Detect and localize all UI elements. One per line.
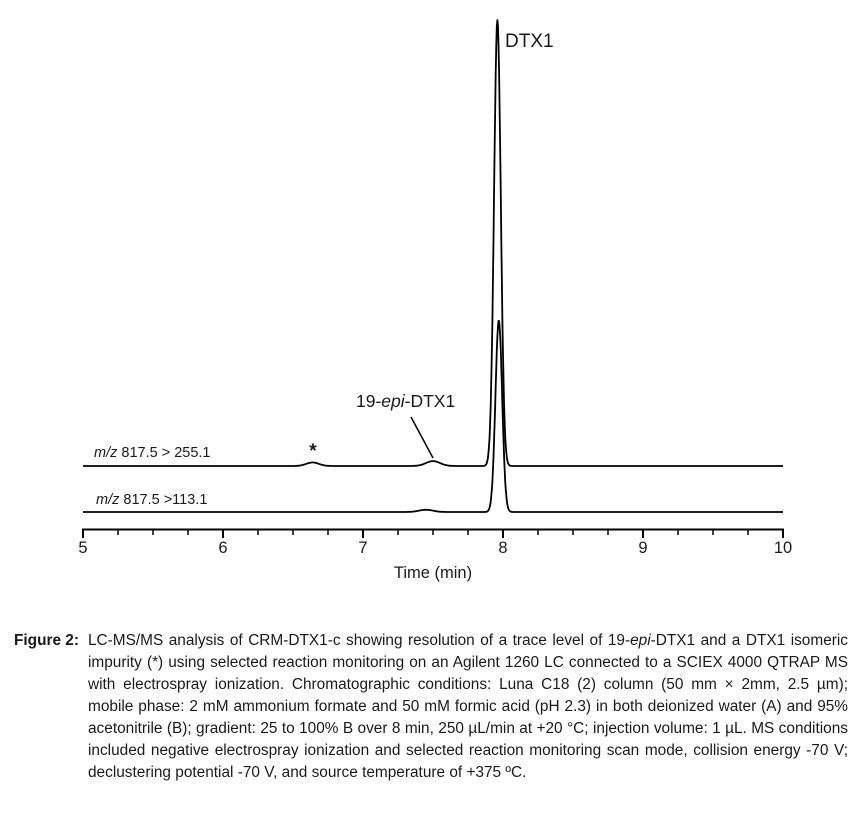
x-tick-label: 7 xyxy=(358,539,368,557)
x-tick-label: 6 xyxy=(218,539,228,557)
caption-post: -DTX1 and a DTX1 isomeric impurity (*) u… xyxy=(88,632,848,781)
x-tick-label: 10 xyxy=(773,539,793,557)
caption-italic: epi xyxy=(630,632,651,649)
trace1-transition: 817.5 > 255.1 xyxy=(117,445,211,461)
impurity-asterisk: * xyxy=(309,441,317,462)
epi-label-pre: 19- xyxy=(356,391,382,411)
trace2-transition: 817.5 >113.1 xyxy=(119,492,208,508)
x-axis-title: Time (min) xyxy=(393,564,473,582)
figure-caption-text: LC-MS/MS analysis of CRM-DTX1-c showing … xyxy=(88,630,848,784)
peak-label-dtx1: DTX1 xyxy=(505,31,554,52)
trace2-mz-italic: m/z xyxy=(96,492,120,508)
trace-path-1 xyxy=(82,19,784,467)
x-tick-label: 8 xyxy=(498,539,508,557)
figure-caption: Figure 2: LC-MS/MS analysis of CRM-DTX1-… xyxy=(14,630,848,784)
x-tick-label: 9 xyxy=(638,539,648,557)
epi-label-post: -DTX1 xyxy=(404,391,456,411)
trace1-mz-italic: m/z xyxy=(94,445,118,461)
trace-label-srm-113: m/z 817.5 >113.1 xyxy=(96,492,207,508)
x-tick-label: 5 xyxy=(78,539,88,557)
caption-pre: LC-MS/MS analysis of CRM-DTX1-c showing … xyxy=(88,632,631,649)
chromatogram: DTX1 19-epi-DTX1 * m/z 817.5 > 255.1 m/z… xyxy=(78,19,793,582)
epi-annotation-leader-line xyxy=(410,416,434,459)
epi-label-italic: epi xyxy=(381,391,405,411)
trace-label-srm-255: m/z 817.5 > 255.1 xyxy=(94,445,210,461)
figure-caption-label: Figure 2: xyxy=(14,632,79,649)
chromatogram-svg xyxy=(82,19,784,538)
trace-path-2 xyxy=(82,320,784,513)
peak-label-19-epi-dtx1: 19-epi-DTX1 xyxy=(356,391,455,412)
